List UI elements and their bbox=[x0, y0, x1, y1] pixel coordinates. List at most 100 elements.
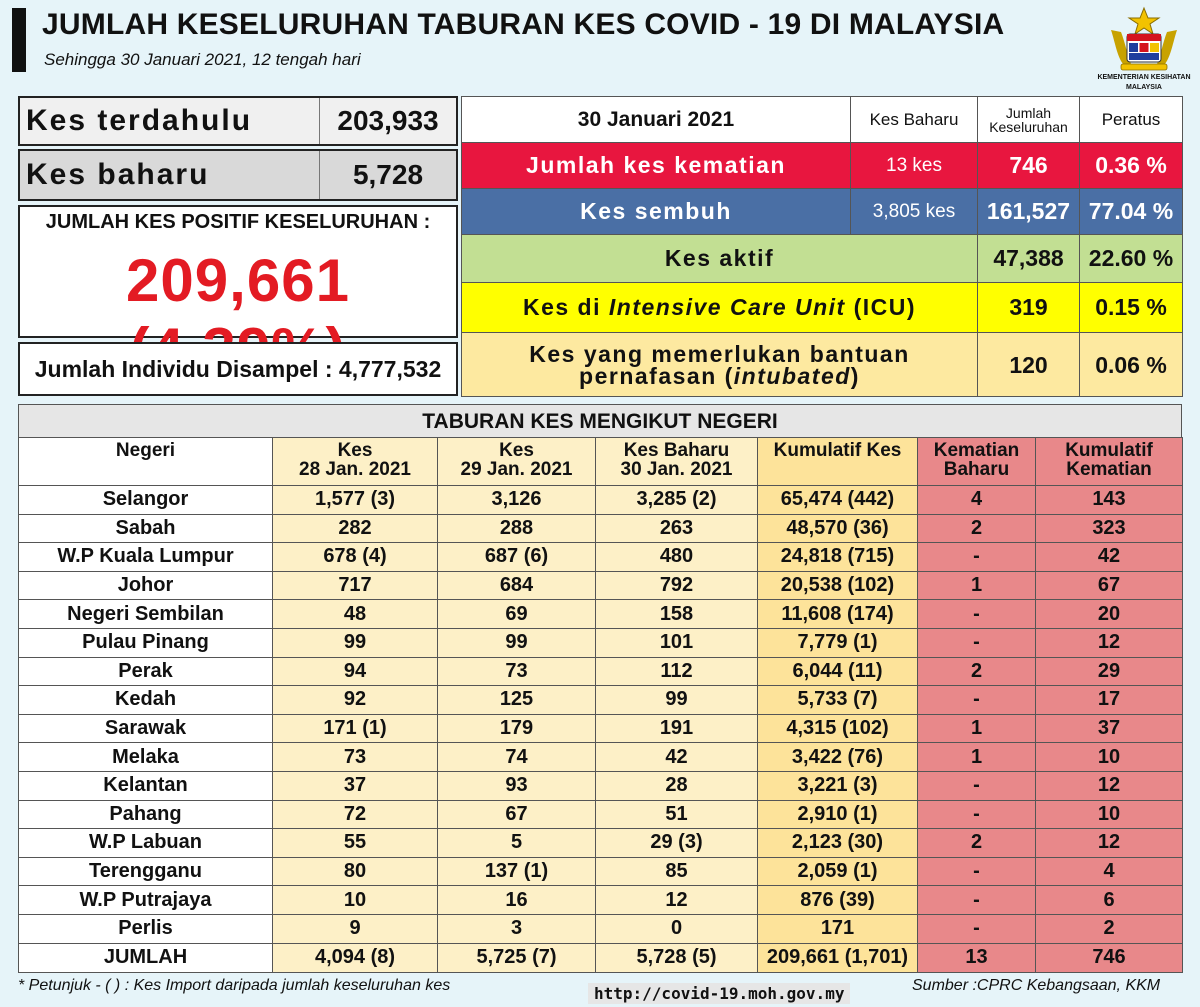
summary-header-row: 30 Januari 2021 Kes Baharu Jumlah Keselur… bbox=[461, 96, 1183, 143]
logo-text-ministry: KEMENTERIAN KESIHATAN bbox=[1097, 74, 1191, 81]
cell-kes-baharu: 51 bbox=[595, 799, 758, 830]
intubated-label-b: intubated bbox=[733, 362, 851, 389]
cell-kumulatif-kes: 4,315 (102) bbox=[757, 713, 918, 744]
icu-total: 319 bbox=[977, 282, 1080, 333]
cell-kumulatif-kes: 7,779 (1) bbox=[757, 627, 918, 658]
col-kes-28jan-line1: Kes bbox=[337, 440, 373, 461]
col-kes-baharu-line1: Kes Baharu bbox=[623, 440, 730, 461]
col-kes-29jan-line1: Kes bbox=[499, 440, 534, 461]
summary-col-jumlah-line2: Keseluruhan bbox=[989, 118, 1068, 135]
cell-kes-29jan: 125 bbox=[437, 685, 596, 715]
kes-terdahulu-box: Kes terdahulu 203,933 bbox=[18, 96, 458, 146]
kes-baharu-label: Kes baharu bbox=[20, 151, 320, 199]
cell-kes-28jan: 171 (1) bbox=[272, 713, 438, 744]
col-negeri: Negeri bbox=[18, 437, 273, 486]
cell-kes-28jan: 80 bbox=[272, 856, 438, 887]
state-table-title: TABURAN KES MENGIKUT NEGERI bbox=[18, 404, 1182, 437]
cell-kes-baharu: 101 bbox=[595, 627, 758, 658]
cell-kematian-baharu: - bbox=[917, 599, 1036, 629]
sampled-individuals-text: Jumlah Individu Disampel : 4,777,532 bbox=[34, 355, 442, 382]
kes-terdahulu-label: Kes terdahulu bbox=[20, 98, 320, 144]
summary-row-active: Kes aktif 47,388 22.60 % bbox=[461, 234, 1183, 283]
source-credit: Sumber :CPRC Kebangsaan, KKM bbox=[912, 977, 1161, 994]
cell-kes-29jan: 684 bbox=[437, 570, 596, 601]
cell-kumulatif-kes: 11,608 (174) bbox=[757, 599, 918, 629]
cell-kumulatif-kematian: 12 bbox=[1035, 627, 1183, 658]
ministry-logo: KEMENTERIAN KESIHATAN MALAYSIA bbox=[1092, 6, 1196, 91]
table-row: Negeri Sembilan 48 69 158 11,608 (174) -20 bbox=[18, 599, 1183, 629]
logo-text-country: MALAYSIA bbox=[1126, 84, 1162, 91]
cell-kes-29jan: 3 bbox=[437, 913, 596, 944]
cell-state-name: W.P Putrajaya bbox=[18, 885, 273, 915]
cell-state-name: Selangor bbox=[18, 485, 273, 515]
cell-kes-28jan: 10 bbox=[272, 885, 438, 915]
page-subtitle: Sehingga 30 Januari 2021, 12 tengah hari bbox=[44, 50, 361, 69]
summary-col-jumlah: Jumlah Keseluruhan bbox=[977, 96, 1080, 143]
cell-kematian-baharu: 4 bbox=[917, 485, 1036, 515]
cell-kumulatif-kematian: 6 bbox=[1035, 885, 1183, 915]
cell-state-name: Johor bbox=[18, 570, 273, 601]
cell-kumulatif-kes: 171 bbox=[757, 913, 918, 944]
cell-kes-29jan: 288 bbox=[437, 513, 596, 544]
deaths-total: 746 bbox=[977, 142, 1080, 189]
table-row: Kedah 92 125 99 5,733 (7) -17 bbox=[18, 685, 1183, 715]
cell-kematian-baharu: - bbox=[917, 627, 1036, 658]
cell-kes-baharu: 12 bbox=[595, 885, 758, 915]
page-title: JUMLAH KESELURUHAN TABURAN KES COVID - 1… bbox=[42, 8, 1005, 41]
cell-kumulatif-kes: 3,221 (3) bbox=[757, 770, 918, 801]
summary-date: 30 Januari 2021 bbox=[461, 96, 851, 143]
cell-kes-28jan: 37 bbox=[272, 770, 438, 801]
cell-kes-28jan: 99 bbox=[272, 627, 438, 658]
table-row: Sarawak 171 (1) 179 191 4,315 (102) 1 37 bbox=[18, 713, 1183, 744]
table-row: W.P Labuan 55 5 29 (3) 2,123 (30) 2 12 bbox=[18, 828, 1183, 858]
col-kes-29jan-line2: 29 Jan. 2021 bbox=[460, 459, 573, 480]
active-total: 47,388 bbox=[977, 234, 1080, 283]
table-row: Johor 717 684 792 20,538 (102) 1 67 bbox=[18, 570, 1183, 601]
cell-kumulatif-kematian: 29 bbox=[1035, 656, 1183, 687]
cell-kes-baharu: 85 bbox=[595, 856, 758, 887]
cell-kes-28jan: 73 bbox=[272, 742, 438, 772]
total-state-name: JUMLAH bbox=[18, 942, 273, 973]
cell-state-name: W.P Labuan bbox=[18, 828, 273, 858]
state-table: Negeri Kes 28 Jan. 2021 Kes 29 Jan. 2021 K… bbox=[18, 437, 1183, 973]
col-kes-28jan-line2: 28 Jan. 2021 bbox=[299, 459, 411, 480]
cell-kes-baharu: 3,285 (2) bbox=[595, 485, 758, 515]
footnote: * Petunjuk - ( ) : Kes Import daripada j… bbox=[18, 977, 451, 994]
cell-kes-baharu: 0 bbox=[595, 913, 758, 944]
total-kumulatif-kes: 209,661 (1,701) bbox=[757, 942, 918, 973]
cell-kematian-baharu: 1 bbox=[917, 713, 1036, 744]
col-kes-29jan: Kes 29 Jan. 2021 bbox=[437, 437, 596, 486]
cell-kes-29jan: 16 bbox=[437, 885, 596, 915]
cell-state-name: Perlis bbox=[18, 913, 273, 944]
recovered-total: 161,527 bbox=[977, 188, 1080, 235]
cell-kes-29jan: 179 bbox=[437, 713, 596, 744]
table-row: Melaka 73 74 42 3,422 (76) 1 10 bbox=[18, 742, 1183, 772]
cell-kumulatif-kematian: 2 bbox=[1035, 913, 1183, 944]
active-pct: 22.60 % bbox=[1079, 234, 1183, 283]
cell-kes-baharu: 29 (3) bbox=[595, 828, 758, 858]
cell-kumulatif-kes: 24,818 (715) bbox=[757, 542, 918, 572]
col-kes-baharu-line2: 30 Jan. 2021 bbox=[620, 459, 733, 480]
cell-kematian-baharu: - bbox=[917, 856, 1036, 887]
cell-kumulatif-kematian: 12 bbox=[1035, 828, 1183, 858]
cell-kes-baharu: 263 bbox=[595, 513, 758, 544]
table-row: Terengganu 80 137 (1) 85 2,059 (1) -4 bbox=[18, 856, 1183, 887]
cell-kes-29jan: 93 bbox=[437, 770, 596, 801]
cell-kumulatif-kes: 2,123 (30) bbox=[757, 828, 918, 858]
website-url[interactable]: http://covid-19.moh.gov.my bbox=[588, 983, 851, 1004]
total-kes-28jan: 4,094 (8) bbox=[272, 942, 438, 973]
cell-kes-29jan: 99 bbox=[437, 627, 596, 658]
state-distribution: TABURAN KES MENGIKUT NEGERI Negeri Kes 28… bbox=[18, 404, 1183, 973]
intubated-total: 120 bbox=[977, 332, 1080, 397]
cell-state-name: Sabah bbox=[18, 513, 273, 544]
table-row: Selangor 1,577 (3) 3,126 3,285 (2) 65,474 (4… bbox=[18, 485, 1183, 515]
col-kumulatif-kematian: Kumulatif Kematian bbox=[1035, 437, 1183, 486]
summary-row-intubated: Kes yang memerlukan bantuan pernafasan (i… bbox=[461, 332, 1183, 397]
summary-col-kes-baharu: Kes Baharu bbox=[850, 96, 978, 143]
cell-kes-28jan: 678 (4) bbox=[272, 542, 438, 572]
cell-kes-baharu: 112 bbox=[595, 656, 758, 687]
cell-kematian-baharu: - bbox=[917, 685, 1036, 715]
cell-kumulatif-kematian: 4 bbox=[1035, 856, 1183, 887]
cell-kes-28jan: 9 bbox=[272, 913, 438, 944]
cell-kumulatif-kes: 20,538 (102) bbox=[757, 570, 918, 601]
